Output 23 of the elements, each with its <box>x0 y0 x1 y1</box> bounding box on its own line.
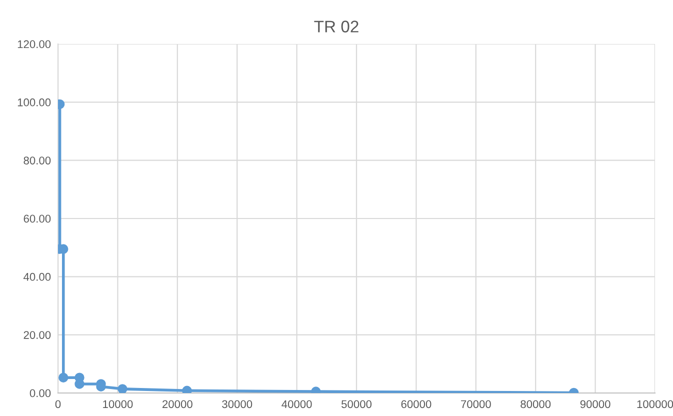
y-tick-label: 120.00 <box>18 40 51 48</box>
chart-title: TR 02 <box>314 20 358 32</box>
point <box>74 379 84 389</box>
x-tick-label: 80000 <box>520 400 551 408</box>
x-tick-label: 20000 <box>162 400 192 408</box>
point <box>182 386 192 393</box>
y-tick-label: 60.00 <box>24 214 51 223</box>
point <box>118 384 128 393</box>
x-tick-label: 100000 <box>637 400 673 408</box>
x-tick-label: 0 <box>55 400 61 408</box>
x-tick-label: 70000 <box>461 400 491 408</box>
y-tick-label: 40.00 <box>24 272 51 281</box>
x-tick-label: 90000 <box>580 400 610 408</box>
point <box>58 372 68 382</box>
y-tick-label: 20.00 <box>24 331 51 339</box>
x-tick-label: 50000 <box>341 400 372 408</box>
y-tick-label: 80.00 <box>24 156 51 164</box>
x-tick-label: 30000 <box>222 400 252 408</box>
x-tick-label: 10000 <box>103 400 133 408</box>
x-tick-label: 60000 <box>401 400 432 408</box>
x-tick-label: 40000 <box>282 400 312 408</box>
y-tick-label: 100.00 <box>18 98 51 106</box>
y-tick-label: 0.00 <box>30 389 51 398</box>
